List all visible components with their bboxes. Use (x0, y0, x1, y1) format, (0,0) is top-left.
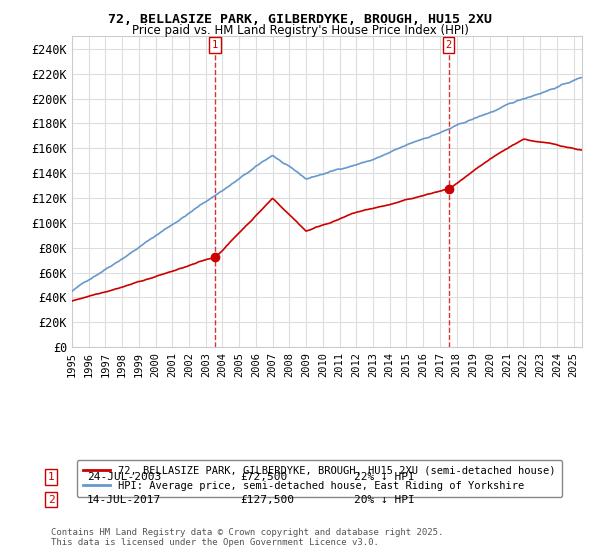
Text: 1: 1 (47, 472, 55, 482)
Text: 22% ↓ HPI: 22% ↓ HPI (354, 472, 415, 482)
Text: 24-JUL-2003: 24-JUL-2003 (87, 472, 161, 482)
Text: 20% ↓ HPI: 20% ↓ HPI (354, 494, 415, 505)
Text: Price paid vs. HM Land Registry's House Price Index (HPI): Price paid vs. HM Land Registry's House … (131, 24, 469, 37)
Text: 14-JUL-2017: 14-JUL-2017 (87, 494, 161, 505)
Legend: 72, BELLASIZE PARK, GILBERDYKE, BROUGH, HU15 2XU (semi-detached house), HPI: Ave: 72, BELLASIZE PARK, GILBERDYKE, BROUGH, … (77, 460, 562, 497)
Text: 2: 2 (47, 494, 55, 505)
Text: 72, BELLASIZE PARK, GILBERDYKE, BROUGH, HU15 2XU: 72, BELLASIZE PARK, GILBERDYKE, BROUGH, … (108, 13, 492, 26)
Text: 2: 2 (446, 40, 452, 50)
Text: 1: 1 (212, 40, 218, 50)
Text: Contains HM Land Registry data © Crown copyright and database right 2025.
This d: Contains HM Land Registry data © Crown c… (51, 528, 443, 547)
Text: £72,500: £72,500 (240, 472, 287, 482)
Text: £127,500: £127,500 (240, 494, 294, 505)
